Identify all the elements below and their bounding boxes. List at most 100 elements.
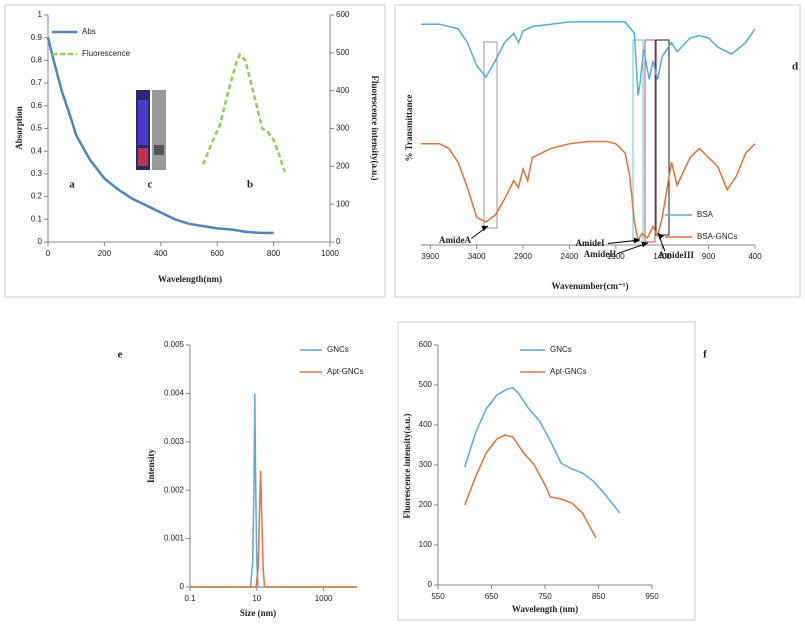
annotation: d [792,61,798,73]
annotation: f [703,349,707,361]
x-tick-label: 2400 [561,252,579,261]
legend-label: Apt-GNCs [327,367,363,376]
x-tick-label: 1400 [653,252,671,261]
y-tick-label: 0.9 [31,33,43,42]
x-tick-label: 1000 [315,594,333,603]
legend-label: BSA-GNCs [697,232,737,241]
panel-frame [394,4,801,298]
y-tick-label: 0.004 [164,389,185,398]
series-line [190,470,357,588]
x-axis-label: Wavelength(nm) [158,274,222,284]
x-tick-label: 3400 [468,252,486,261]
y2-tick-label: 300 [336,124,350,133]
y-tick-label: 0.001 [164,534,185,543]
series-line [201,52,287,173]
panel-frame [4,4,386,298]
legend-label: GNCs [550,345,572,354]
x-axis-label: Wavenumber(cm⁻¹) [552,281,629,291]
y-tick-label: 600 [419,340,433,349]
y-tick-label: 200 [419,500,433,509]
vial-band [154,145,164,155]
legend-label: Abs [82,27,96,36]
x-tick-label: 0.1 [184,594,196,603]
y-tick-label: 0.1 [31,214,43,223]
annotation: AmideI [576,238,605,248]
annotation: c [148,179,153,191]
x-axis-label: Wavelength (nm) [512,604,578,614]
series-line [464,434,597,539]
x-tick-label: 900 [702,252,716,261]
x-tick-label: 400 [748,252,762,261]
y-tick-label: 0 [38,237,43,246]
annotation: a [69,179,75,191]
x-tick-label: 2900 [514,252,532,261]
highlight-box [655,39,670,236]
panel-frame [397,321,696,621]
series-line [421,140,756,243]
legend-label: BSA [697,210,714,219]
band-highlights [483,39,670,243]
y2-tick-label: 0 [336,237,341,246]
vial-photo [136,90,166,170]
y2-tick-label: 100 [336,199,350,208]
x-tick-label: 1000 [321,249,339,258]
y-tick-label: 0 [428,580,433,589]
legend-label: GNCs [327,345,349,354]
y-tick-label: 0.6 [31,101,43,110]
y-tick-label: 0 [180,582,185,591]
vial [152,90,166,170]
series-line [46,37,274,235]
y2-tick-label: 600 [336,10,350,19]
vial-glow [138,148,148,166]
arrow-head [658,233,665,240]
arrow-head [633,237,640,244]
x-tick-label: 0 [46,249,51,258]
arrow-head [641,241,648,248]
series-line [190,393,357,588]
y-tick-label: 0.003 [164,437,185,446]
x-tick-label: 750 [538,592,552,601]
y-axis-label: Fluorescence intensity(a.u.) [402,413,412,518]
x-tick-label: 950 [645,592,659,601]
x-tick-label: 200 [98,249,112,258]
x-tick-label: 600 [211,249,225,258]
y-tick-label: 0.3 [31,169,43,178]
y-tick-label: 300 [419,460,433,469]
highlight-box [644,39,656,243]
y2-tick-label: 200 [336,161,350,170]
x-axis-label: Size (nm) [240,608,276,618]
annotation: AmideA [439,235,471,245]
y-tick-label: 400 [419,420,433,429]
legend-label: Fluorescence [82,49,131,58]
highlight-box [483,41,498,229]
y2-tick-label: 500 [336,48,350,57]
y-axis-label: Intensity [146,449,156,484]
vial-glow [138,100,148,145]
y-tick-label: 100 [419,540,433,549]
x-tick-label: 3900 [421,252,439,261]
annotation: AmideII [584,249,617,259]
y-tick-label: 1 [38,10,43,19]
annotation: AmideIII [658,250,695,260]
series-line [464,386,621,514]
annotation: b [247,179,253,191]
x-tick-label: 850 [592,592,606,601]
legend-label: Apt-GNCs [550,367,586,376]
y-tick-label: 0.7 [31,78,43,87]
series-line [421,21,756,96]
y-tick-label: 0.005 [164,340,185,349]
y-tick-label: 0.2 [31,192,43,201]
y-tick-label: 0.4 [31,146,43,155]
x-tick-label: 10 [252,594,261,603]
y-tick-label: 500 [419,380,433,389]
y-axis-label: Absorption [14,106,24,150]
x-tick-label: 400 [154,249,168,258]
y-tick-label: 0.8 [31,56,43,65]
x-tick-label: 1900 [607,252,625,261]
x-tick-label: 650 [485,592,499,601]
y-tick-label: 0.5 [31,124,43,133]
x-tick-label: 550 [431,592,445,601]
y-axis-label: % Transmittance [404,95,414,162]
y2-axis-label: Fluorescence intensity(a.u.) [370,75,380,180]
